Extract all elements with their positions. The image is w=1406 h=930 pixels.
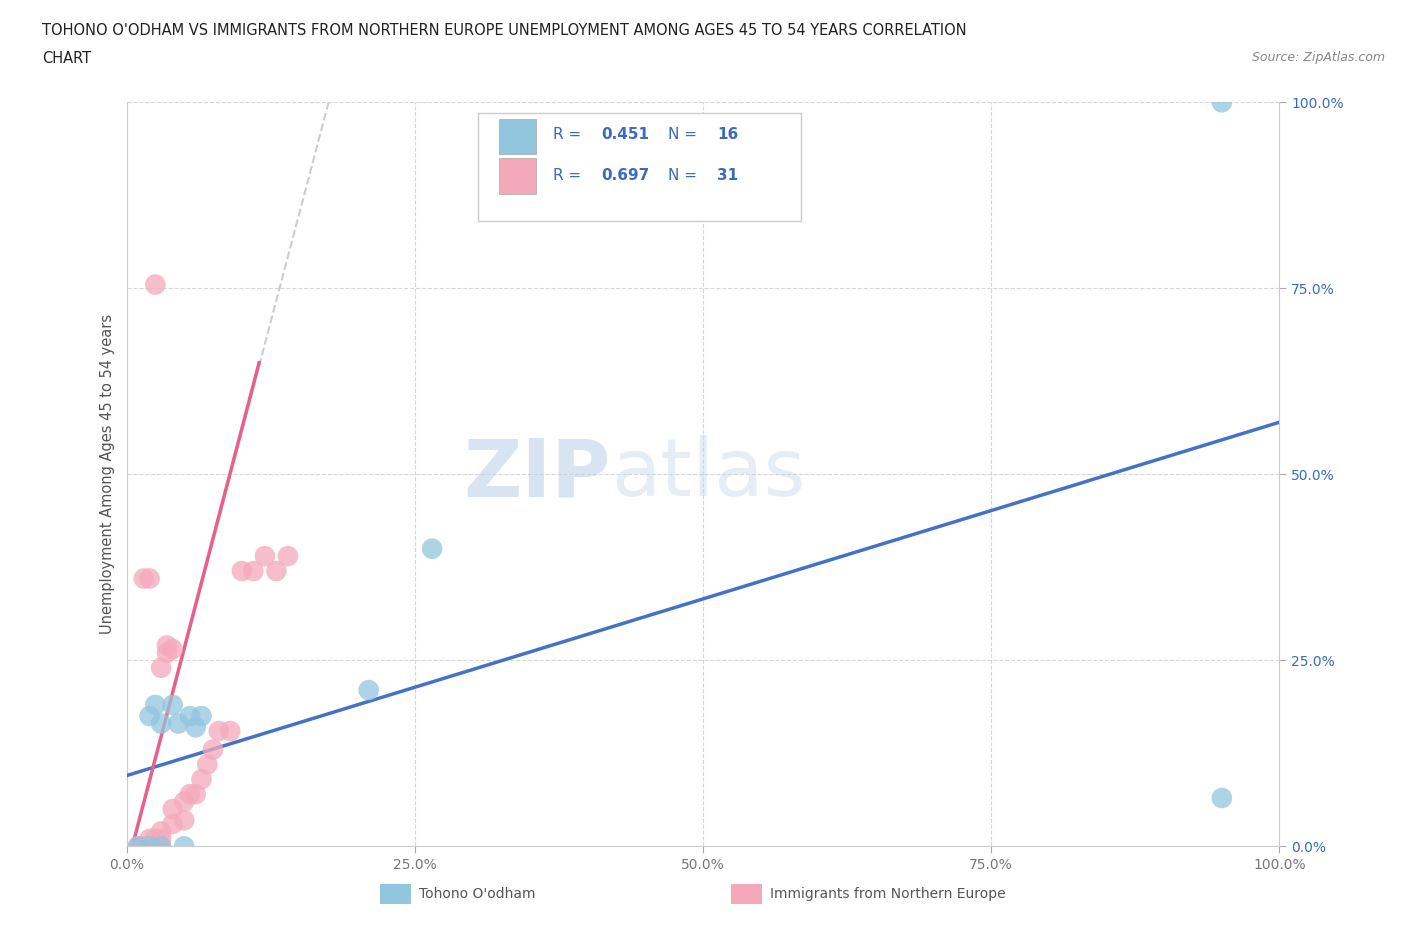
Point [1211, 95, 1233, 110]
Point [162, 698, 184, 712]
Point [150, 660, 173, 675]
Point [138, 709, 160, 724]
Text: 0.697: 0.697 [602, 167, 650, 182]
Point [145, 698, 166, 712]
Point [179, 709, 201, 724]
Point [150, 831, 173, 846]
Point [138, 839, 160, 854]
Text: N =: N = [668, 167, 702, 182]
Text: atlas: atlas [610, 435, 806, 513]
Text: Immigrants from Northern Europe: Immigrants from Northern Europe [770, 886, 1007, 901]
Point [173, 813, 195, 828]
FancyBboxPatch shape [499, 158, 536, 193]
Point [179, 787, 201, 802]
Text: Tohono O'odham: Tohono O'odham [419, 886, 536, 901]
Point [150, 824, 173, 839]
Point [150, 839, 173, 854]
Point [150, 716, 173, 731]
Text: R =: R = [553, 167, 586, 182]
Point [219, 724, 242, 738]
Point [242, 564, 264, 578]
Point [201, 742, 224, 757]
Point [138, 839, 160, 854]
Point [231, 564, 253, 578]
Point [145, 831, 166, 846]
Point [190, 709, 212, 724]
Point [150, 839, 173, 854]
Point [132, 571, 155, 586]
Text: N =: N = [668, 126, 702, 141]
Point [173, 839, 195, 854]
Point [357, 683, 380, 698]
Point [127, 839, 149, 854]
FancyBboxPatch shape [478, 113, 801, 221]
FancyBboxPatch shape [499, 119, 536, 154]
Point [253, 549, 276, 564]
Text: ZIP: ZIP [464, 435, 610, 513]
Point [184, 787, 207, 802]
Point [420, 541, 443, 556]
Point [132, 839, 155, 854]
Point [145, 277, 166, 292]
Point [1211, 790, 1233, 805]
Text: 16: 16 [717, 126, 738, 141]
Point [195, 757, 218, 772]
Point [173, 794, 195, 809]
Point [162, 642, 184, 657]
Point [277, 549, 299, 564]
Point [162, 802, 184, 817]
Text: Source: ZipAtlas.com: Source: ZipAtlas.com [1251, 51, 1385, 64]
Text: R =: R = [553, 126, 586, 141]
Point [138, 571, 160, 586]
Point [156, 638, 179, 653]
Text: 0.451: 0.451 [602, 126, 650, 141]
Point [190, 772, 212, 787]
Point [138, 831, 160, 846]
Point [266, 564, 288, 578]
Point [184, 720, 207, 735]
Point [156, 645, 179, 660]
Text: 31: 31 [717, 167, 738, 182]
Text: CHART: CHART [42, 51, 91, 66]
Point [208, 724, 231, 738]
Text: TOHONO O'ODHAM VS IMMIGRANTS FROM NORTHERN EUROPE UNEMPLOYMENT AMONG AGES 45 TO : TOHONO O'ODHAM VS IMMIGRANTS FROM NORTHE… [42, 23, 967, 38]
Point [167, 716, 190, 731]
Point [162, 817, 184, 831]
Y-axis label: Unemployment Among Ages 45 to 54 years: Unemployment Among Ages 45 to 54 years [100, 314, 115, 634]
Point [127, 839, 149, 854]
